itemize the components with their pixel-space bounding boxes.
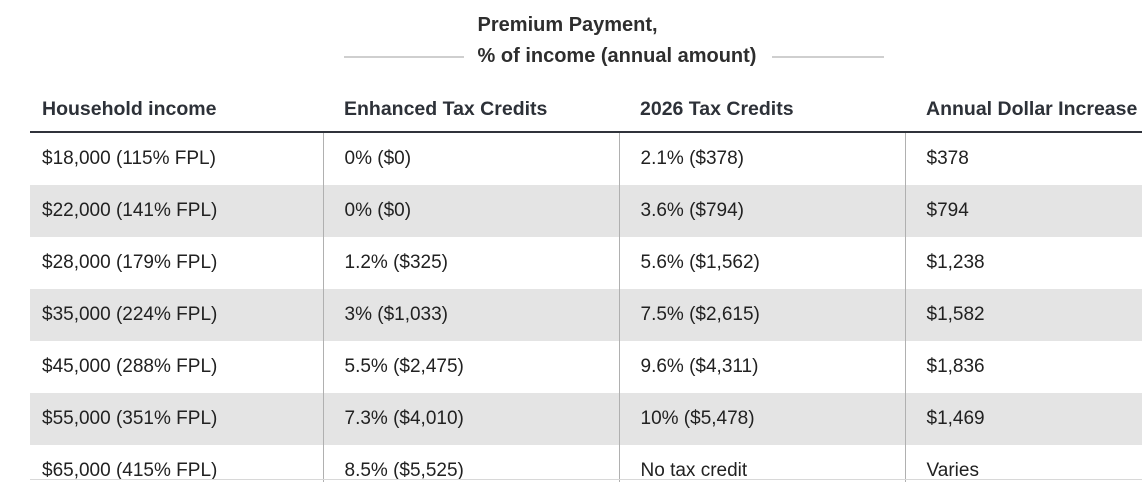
table-row: $55,000 (351% FPL) 7.3% ($4,010) 10% ($5…	[30, 393, 1142, 445]
table-row: $18,000 (115% FPL) 0% ($0) 2.1% ($378) $…	[30, 132, 1142, 185]
cell-annual-dollar-increase: $1,238	[904, 237, 1142, 289]
col-header-2026-tax-credits: 2026 Tax Credits	[619, 76, 905, 133]
cell-2026-tax-credits: 9.6% ($4,311)	[618, 341, 905, 393]
cell-household-income: $45,000 (288% FPL)	[42, 356, 218, 377]
title-line-2: % of income (annual amount)	[477, 45, 757, 67]
cell-2026-tax-credits: 2.1% ($378)	[618, 132, 905, 185]
cell-2026-tax-credits: 7.5% ($2,615)	[618, 289, 905, 341]
cell-annual-dollar-increase: Varies	[904, 445, 1142, 482]
cell-enhanced-tax-credits: 8.5% ($5,525)	[322, 445, 619, 482]
cell-household-income: $22,000 (141% FPL)	[42, 200, 218, 221]
table-row: $45,000 (288% FPL) 5.5% ($2,475) 9.6% ($…	[30, 341, 1142, 393]
table-bottom-border	[30, 479, 1142, 480]
cell-household-income: $65,000 (415% FPL)	[42, 460, 218, 481]
col-header-household-income: Household income	[30, 76, 323, 133]
title-rule-left	[343, 56, 464, 58]
cell-annual-dollar-increase: $1,836	[904, 341, 1142, 393]
cell-annual-dollar-increase: $794	[904, 185, 1142, 237]
title-line-1: Premium Payment,	[477, 14, 658, 36]
cell-household-income: $55,000 (351% FPL)	[42, 408, 218, 429]
cell-enhanced-tax-credits: 3% ($1,033)	[322, 289, 619, 341]
col-header-annual-dollar-increase: Annual Dollar Increase	[905, 76, 1142, 133]
cell-annual-dollar-increase: $1,469	[904, 393, 1142, 445]
table-row: $22,000 (141% FPL) 0% ($0) 3.6% ($794) $…	[30, 185, 1142, 237]
cell-enhanced-tax-credits: 0% ($0)	[322, 132, 619, 185]
cell-household-income: $18,000 (115% FPL)	[42, 148, 216, 169]
premium-payment-table: Household income Enhanced Tax Credits 20…	[30, 76, 1142, 482]
cell-household-income: $28,000 (179% FPL)	[42, 252, 218, 273]
cell-enhanced-tax-credits: 1.2% ($325)	[322, 237, 619, 289]
col-header-enhanced-tax-credits: Enhanced Tax Credits	[323, 76, 619, 133]
table-title: Premium Payment, % of income (annual amo…	[323, 10, 905, 72]
cell-household-income: $35,000 (224% FPL)	[42, 304, 218, 325]
cell-annual-dollar-increase: $378	[904, 132, 1142, 185]
cell-enhanced-tax-credits: 7.3% ($4,010)	[322, 393, 619, 445]
cell-2026-tax-credits: 10% ($5,478)	[618, 393, 905, 445]
title-rule-right	[772, 56, 885, 58]
cell-2026-tax-credits: 5.6% ($1,562)	[618, 237, 905, 289]
cell-2026-tax-credits: No tax credit	[618, 445, 905, 482]
cell-enhanced-tax-credits: 0% ($0)	[322, 185, 619, 237]
cell-enhanced-tax-credits: 5.5% ($2,475)	[322, 341, 619, 393]
header-row: Household income Enhanced Tax Credits 20…	[30, 76, 1142, 133]
cell-annual-dollar-increase: $1,582	[904, 289, 1142, 341]
title-text: Premium Payment, % of income (annual amo…	[478, 10, 757, 72]
cell-2026-tax-credits: 3.6% ($794)	[618, 185, 905, 237]
table-row: $35,000 (224% FPL) 3% ($1,033) 7.5% ($2,…	[30, 289, 1142, 341]
table-row: $65,000 (415% FPL) 8.5% ($5,525) No tax …	[30, 445, 1142, 482]
table-row: $28,000 (179% FPL) 1.2% ($325) 5.6% ($1,…	[30, 237, 1142, 289]
